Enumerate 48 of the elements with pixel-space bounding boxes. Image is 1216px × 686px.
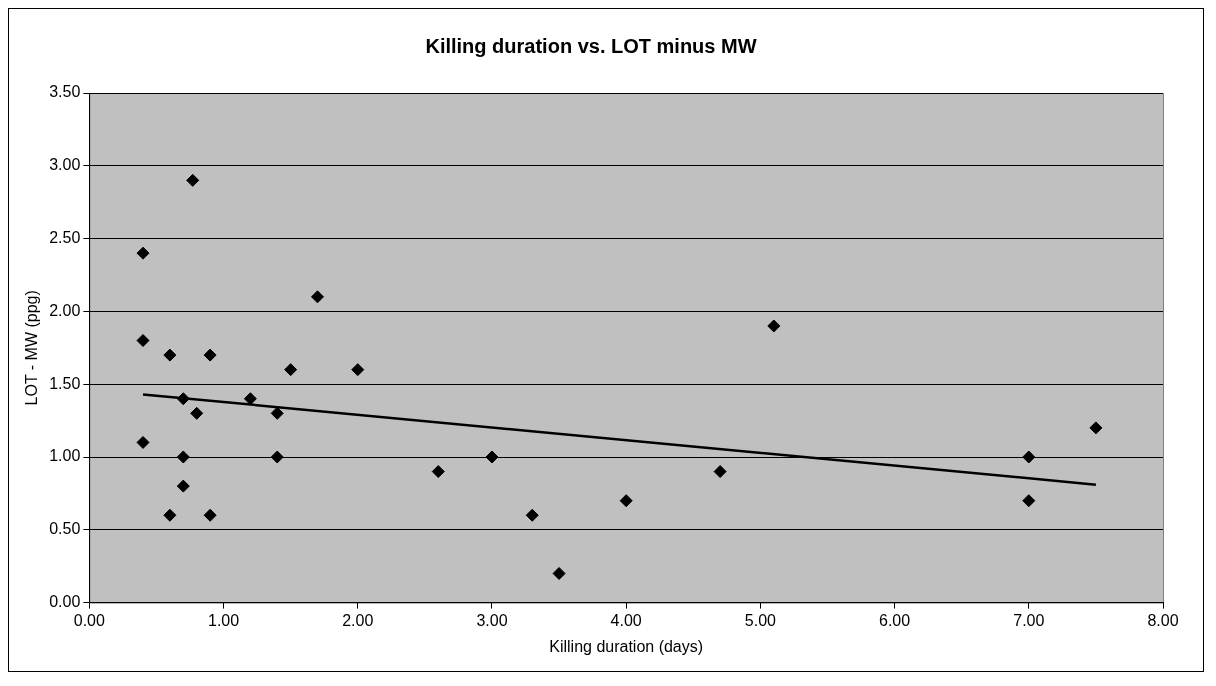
point	[284, 363, 298, 377]
y-tick-label: 3.50	[49, 83, 81, 101]
y-tick-label: 2.00	[49, 301, 81, 319]
x-tick-label: 6.00	[879, 611, 911, 629]
x-tick-label: 1.00	[207, 611, 240, 629]
point	[713, 465, 727, 479]
point	[310, 290, 324, 304]
point	[136, 334, 150, 348]
point	[136, 246, 150, 260]
x-tick-label: 0.00	[73, 611, 106, 629]
point	[243, 392, 257, 406]
x-tick-label: 3.00	[476, 611, 508, 629]
y-tick-label: 2.50	[49, 229, 81, 247]
y-tick-label: 1.00	[49, 447, 81, 465]
y-tick-label: 0.00	[49, 593, 81, 611]
x-axis-title: Killing duration (days)	[549, 637, 704, 655]
point	[176, 392, 190, 406]
x-tick-label: 8.00	[1147, 611, 1179, 629]
y-tick-label: 1.50	[49, 374, 81, 392]
x-tick-label: 7.00	[1013, 611, 1045, 629]
point	[176, 450, 190, 464]
point	[270, 406, 284, 420]
x-tick-label: 2.00	[342, 611, 374, 629]
point	[203, 508, 217, 522]
chart-title: Killing duration vs. LOT minus MW	[425, 34, 757, 57]
x-tick-label: 5.00	[744, 611, 777, 629]
y-tick-label: 3.00	[49, 156, 81, 174]
x-tick-label: 4.00	[610, 611, 642, 629]
point	[203, 348, 217, 362]
point	[485, 450, 499, 464]
point	[136, 435, 150, 449]
point	[525, 508, 539, 522]
y-axis-title: LOT - MW (ppg)	[23, 290, 41, 406]
point	[351, 363, 365, 377]
point	[1022, 450, 1036, 464]
point	[431, 465, 445, 479]
point	[186, 173, 200, 187]
point	[190, 406, 204, 420]
point	[163, 348, 177, 362]
point	[270, 450, 284, 464]
point	[619, 494, 633, 508]
point	[163, 508, 177, 522]
y-tick-label: 0.50	[49, 520, 81, 538]
point	[767, 319, 781, 333]
point	[1089, 421, 1103, 435]
point	[1022, 494, 1036, 508]
point	[176, 479, 190, 493]
point	[552, 566, 566, 580]
